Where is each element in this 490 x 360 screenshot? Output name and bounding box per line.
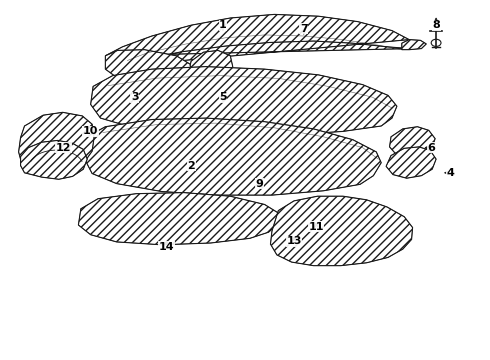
Polygon shape [78,193,280,245]
Text: 2: 2 [187,161,195,171]
Text: 9: 9 [256,179,264,189]
Text: 8: 8 [432,20,440,30]
Polygon shape [402,40,426,50]
Text: 12: 12 [56,143,72,153]
Text: 13: 13 [286,236,302,246]
Polygon shape [386,147,436,178]
Polygon shape [105,50,191,82]
Text: 7: 7 [300,24,308,34]
Polygon shape [84,118,381,195]
Text: 10: 10 [83,126,98,136]
Text: 4: 4 [447,168,455,178]
Text: 1: 1 [219,20,227,30]
Polygon shape [19,112,94,177]
Text: 14: 14 [159,242,174,252]
Polygon shape [91,67,397,135]
Text: 3: 3 [131,92,139,102]
Polygon shape [21,140,87,179]
Polygon shape [105,14,409,68]
Polygon shape [270,196,413,266]
Text: 11: 11 [308,222,324,232]
Polygon shape [190,50,233,80]
Text: 5: 5 [219,92,227,102]
Polygon shape [390,127,435,157]
Text: 6: 6 [427,143,435,153]
